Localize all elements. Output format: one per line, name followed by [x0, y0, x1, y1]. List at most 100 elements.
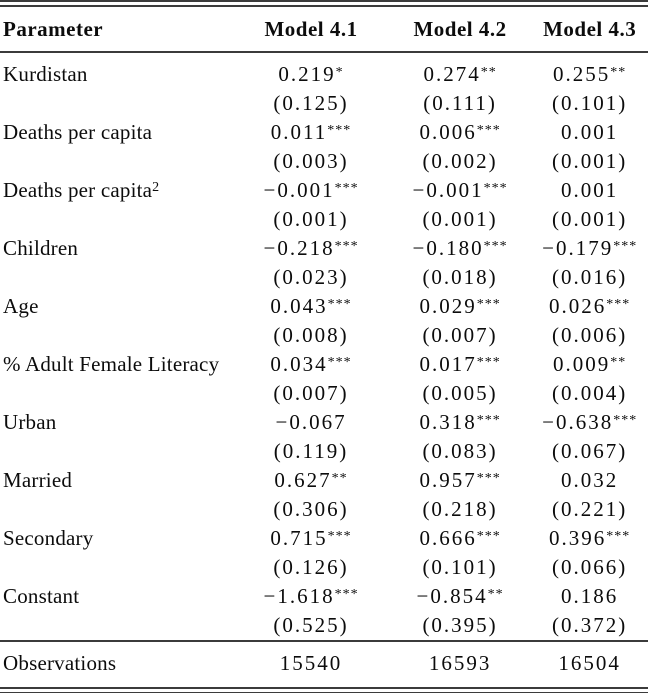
parameter-label: Married	[3, 468, 73, 492]
standard-error-cell: (0.101)	[552, 91, 628, 115]
parameter-cell-empty	[0, 205, 233, 234]
parameter-cell-empty	[0, 263, 233, 292]
coefficient-cell: 0.029***	[389, 292, 532, 321]
coefficient-value: −0.854	[416, 584, 488, 608]
col-header-model-4-2: Model 4.2	[388, 7, 532, 53]
standard-error-row: (0.306) (0.218) (0.221)	[0, 495, 648, 524]
standard-error-row: (0.126) (0.101) (0.066)	[0, 553, 648, 582]
coefficient-value: −0.179	[542, 236, 614, 260]
parameter-label: Urban	[3, 410, 57, 434]
coefficient-cell: 0.034***	[233, 350, 389, 379]
col-header-parameter: Parameter	[0, 7, 234, 53]
observations-value-model-4-3: 16504	[531, 640, 648, 687]
coefficient-value: 0.029	[419, 294, 477, 318]
coefficient-cell: 0.627**	[233, 466, 389, 495]
coefficient-cell: 0.666***	[389, 524, 532, 553]
parameter-cell: Married	[0, 466, 233, 495]
coefficient-cell: −0.638***	[531, 408, 648, 437]
coefficient-cell: 0.011***	[233, 118, 389, 147]
significance-stars: ***	[606, 297, 631, 312]
standard-error-cell: (0.018)	[422, 265, 498, 289]
parameter-label: Deaths per capita	[3, 178, 153, 202]
regression-table: Parameter Model 4.1 Model 4.2 Model 4.3 …	[0, 7, 648, 687]
coefficient-row: Urban −0.067 0.318*** −0.638***	[0, 408, 648, 437]
coefficient-value: 0.627	[274, 468, 332, 492]
standard-error-cell: (0.001)	[422, 207, 498, 231]
significance-stars: **	[480, 65, 497, 80]
parameter-cell: Age	[0, 292, 233, 321]
coefficient-value: 0.006	[419, 120, 477, 144]
coefficient-value: 0.011	[270, 120, 328, 144]
coefficient-row: Age 0.043*** 0.029*** 0.026***	[0, 292, 648, 321]
parameter-cell-empty	[0, 321, 233, 350]
coefficient-value: 0.034	[270, 352, 328, 376]
parameter-cell-empty	[0, 611, 233, 641]
coefficient-value: 0.715	[270, 526, 328, 550]
standard-error-cell: (0.066)	[552, 555, 628, 579]
observations-value-model-4-2: 16593	[388, 640, 532, 687]
significance-stars: ***	[327, 355, 352, 370]
parameter-cell: % Adult Female Literacy	[0, 350, 233, 379]
coefficient-value: −0.001	[263, 178, 335, 202]
bottom-rule-thin	[0, 687, 648, 689]
significance-stars: *	[335, 65, 344, 80]
standard-error-cell: (0.023)	[273, 265, 349, 289]
coefficient-value: 0.274	[423, 62, 481, 86]
parameter-cell-empty	[0, 89, 233, 118]
coefficient-value: −0.001	[412, 178, 484, 202]
coefficient-cell: −0.179***	[531, 234, 648, 263]
parameter-cell: Deaths per capita	[0, 118, 233, 147]
standard-error-cell: (0.125)	[273, 91, 349, 115]
significance-stars: ***	[613, 239, 638, 254]
standard-error-cell: (0.119)	[273, 439, 349, 463]
coefficient-row: % Adult Female Literacy 0.034*** 0.017*** 0…	[0, 350, 648, 379]
coefficient-value: 0.009	[553, 352, 611, 376]
coefficient-value: 0.396	[549, 526, 607, 550]
coefficient-cell: −0.001***	[233, 176, 389, 205]
significance-stars: ***	[483, 181, 508, 196]
coefficient-cell: 0.274**	[389, 52, 532, 89]
coefficient-cell: 0.001	[531, 118, 648, 147]
table-footer: Observations 15540 16593 16504	[0, 640, 648, 687]
standard-error-cell: (0.525)	[273, 613, 349, 637]
coefficient-cell: −0.067	[233, 408, 389, 437]
coefficient-value: 0.219	[278, 62, 336, 86]
coefficient-row: Deaths per capita 0.011*** 0.006*** 0.001	[0, 118, 648, 147]
standard-error-cell: (0.006)	[552, 323, 628, 347]
coefficient-cell: 0.032	[531, 466, 648, 495]
significance-stars: ***	[334, 239, 359, 254]
coefficient-row: Secondary 0.715*** 0.666*** 0.396***	[0, 524, 648, 553]
significance-stars: ***	[476, 123, 501, 138]
coefficient-cell: 0.006***	[389, 118, 532, 147]
parameter-cell-empty	[0, 379, 233, 408]
significance-stars: ***	[327, 529, 352, 544]
standard-error-cell: (0.306)	[273, 497, 349, 521]
coefficient-value: 0.666	[419, 526, 477, 550]
significance-stars: ***	[483, 239, 508, 254]
significance-stars: ***	[476, 413, 501, 428]
coefficient-value: 0.001	[561, 178, 619, 202]
coefficient-value: −0.180	[412, 236, 484, 260]
coefficient-cell: 0.186	[531, 582, 648, 611]
coefficient-row: Deaths per capita2 −0.001*** −0.001*** 0.00…	[0, 176, 648, 205]
parameter-label: Secondary	[3, 526, 94, 550]
coefficient-cell: 0.043***	[233, 292, 389, 321]
coefficient-value: 0.186	[561, 584, 619, 608]
parameter-cell: Secondary	[0, 524, 233, 553]
parameter-label: Constant	[3, 584, 80, 608]
observations-value-model-4-1: 15540	[233, 640, 389, 687]
parameter-cell: Children	[0, 234, 233, 263]
standard-error-cell: (0.067)	[552, 439, 628, 463]
coefficient-cell: 0.318***	[389, 408, 532, 437]
coefficient-value: 0.032	[561, 468, 619, 492]
standard-error-cell: (0.004)	[552, 381, 628, 405]
parameter-cell-empty	[0, 147, 233, 176]
coefficient-value: −0.067	[275, 410, 347, 434]
significance-stars: ***	[476, 529, 501, 544]
standard-error-row: (0.525) (0.395) (0.372)	[0, 611, 648, 641]
coefficient-cell: 0.957***	[389, 466, 532, 495]
significance-stars: **	[487, 587, 504, 602]
coefficient-cell: −0.854**	[389, 582, 532, 611]
significance-stars: ***	[327, 123, 352, 138]
